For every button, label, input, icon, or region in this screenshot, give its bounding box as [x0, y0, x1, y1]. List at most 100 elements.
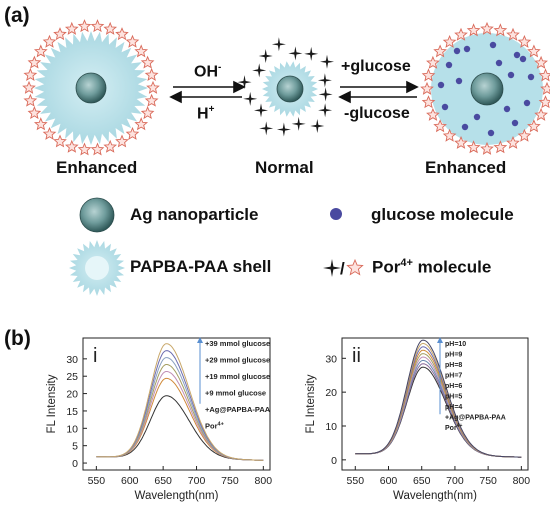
x-tick-label: 800: [513, 475, 531, 487]
por-star-red: [42, 126, 57, 140]
glucose-dot: [463, 45, 471, 53]
glucose-dot: [507, 71, 515, 79]
legend-por-sep: /: [340, 259, 345, 278]
por-star-dark: [310, 119, 325, 133]
por-star-red: [454, 135, 468, 149]
legend-arrow-head: [437, 337, 443, 343]
legend-entry: pH=10: [445, 341, 466, 348]
glucose-dot: [523, 99, 531, 107]
glucose-dot: [455, 77, 463, 85]
x-tick-label: 600: [121, 475, 139, 487]
por-star-dark: [237, 75, 252, 90]
panel-roman-label: ii: [352, 345, 361, 367]
y-tick-label: 5: [72, 441, 78, 453]
por-star-red: [433, 119, 447, 133]
por-star-dark: [317, 73, 332, 88]
por-star-red: [23, 93, 38, 107]
por-star-red: [420, 81, 434, 95]
por-star-dark: [323, 259, 341, 277]
spectrum-line: [355, 339, 522, 458]
legend-entry: Por4+: [445, 423, 462, 432]
legend-entry: pH=9: [445, 352, 462, 359]
por-star-red: [125, 126, 140, 140]
por-star-dark: [318, 87, 333, 102]
shell-hollow: [85, 256, 109, 280]
x-tick-label: 550: [88, 475, 106, 487]
glucose-dot: [453, 47, 461, 55]
ag-nanoparticle-icon: [79, 197, 115, 233]
glucose-dot: [487, 129, 495, 137]
por-star-red: [115, 134, 129, 148]
por-star-red: [115, 27, 129, 41]
por-star-red: [140, 106, 155, 120]
por-star-red: [433, 44, 447, 58]
glucose-dot: [445, 61, 453, 69]
glucose-dot: [489, 41, 497, 49]
por-star-red: [534, 107, 548, 121]
enhanced-basic-particle: [22, 19, 160, 156]
legend-entry: +39 mmol glucose: [205, 339, 270, 348]
state-left-label: Enhanced: [56, 158, 138, 177]
x-tick-label: 700: [446, 475, 464, 487]
por-star-red: [125, 34, 140, 48]
por-star-red: [90, 142, 105, 156]
spectrum-line: [96, 343, 264, 461]
por-star-red: [466, 23, 481, 37]
ag-core: [75, 72, 107, 104]
enhanced-glucose-particle: [420, 21, 550, 155]
por-star-red: [140, 55, 155, 69]
glucose-dot: [503, 105, 511, 113]
por-star-red: [64, 21, 79, 35]
remove-glucose-label: -glucose: [344, 105, 410, 122]
x-tick-label: 750: [221, 475, 239, 487]
por-star-dark: [259, 121, 274, 136]
legend-shell-label: PAPBA-PAA shell: [130, 257, 272, 276]
panel-roman-label: i: [93, 345, 97, 367]
ag-core: [276, 75, 304, 103]
por-star-red: [517, 128, 532, 142]
por-star-dark: [291, 116, 306, 131]
por-star-red: [442, 128, 457, 142]
por-star-red: [517, 34, 532, 48]
por-star-red: [534, 55, 548, 69]
y-tick-label: 10: [325, 421, 337, 433]
por-star-red: [27, 55, 42, 69]
x-axis-label: Wavelength(nm): [393, 490, 477, 502]
por-star-red: [144, 93, 159, 107]
x-tick-label: 650: [154, 475, 172, 487]
por-star-red: [480, 21, 494, 35]
por-star-dark: [252, 63, 267, 78]
panel-a-label: (a): [4, 4, 30, 27]
glucose-dot: [513, 51, 521, 59]
y-tick-label: 0: [72, 458, 78, 470]
plot-frame: [341, 337, 529, 471]
por-star-red: [493, 140, 508, 154]
por-star-red: [103, 21, 118, 35]
por-star-dark: [276, 122, 291, 137]
glucose-dot: [519, 55, 527, 63]
legend-entry: pH=8: [445, 362, 462, 369]
glucose-dot: [511, 119, 519, 127]
por-star-red: [42, 34, 57, 48]
x-tick-label: 650: [413, 475, 431, 487]
base-label: OH-: [194, 62, 222, 81]
x-tick-label: 600: [380, 475, 398, 487]
y-tick-label: 0: [331, 455, 337, 467]
add-glucose-label: +glucose: [341, 58, 411, 75]
por-star-dark: [320, 54, 334, 69]
por-star-red: [77, 142, 92, 156]
y-axis-label: FL Intensity: [46, 374, 58, 433]
legend-entry: pH=4: [445, 404, 462, 411]
x-tick-label: 800: [255, 475, 273, 487]
por-star-dark: [304, 46, 319, 61]
papba-shell-icon: [69, 240, 125, 296]
y-tick-label: 30: [325, 353, 337, 365]
base-acid-arrows: [169, 80, 246, 104]
ag-core: [79, 197, 115, 233]
x-tick-label: 550: [347, 475, 365, 487]
por-star-red: [540, 81, 550, 95]
por-star-red: [22, 80, 36, 94]
por-star-red: [346, 258, 364, 276]
x-tick-label: 700: [188, 475, 206, 487]
